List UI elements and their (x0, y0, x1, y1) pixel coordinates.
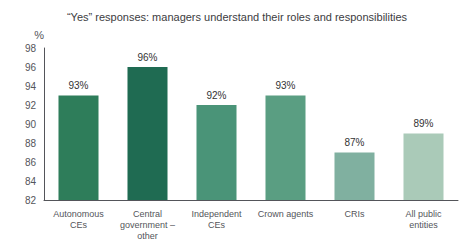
svg-text:other: other (137, 231, 158, 241)
svg-text:All public: All public (405, 209, 442, 219)
svg-text:%: % (34, 29, 44, 41)
svg-text:96%: 96% (137, 52, 157, 63)
svg-text:98: 98 (25, 43, 37, 54)
svg-text:“Yes” responses: managers unde: “Yes” responses: managers understand the… (67, 11, 408, 23)
svg-text:92: 92 (25, 100, 37, 111)
svg-text:94: 94 (25, 81, 37, 92)
svg-text:86: 86 (25, 157, 37, 168)
svg-text:89%: 89% (413, 118, 433, 129)
svg-text:Central: Central (133, 209, 162, 219)
svg-text:96: 96 (25, 62, 37, 73)
svg-text:87%: 87% (344, 137, 364, 148)
svg-text:84: 84 (25, 176, 37, 187)
svg-text:93%: 93% (275, 80, 295, 91)
svg-text:entities: entities (409, 220, 438, 230)
svg-text:93%: 93% (68, 80, 88, 91)
svg-text:CEs: CEs (208, 220, 226, 230)
svg-text:82: 82 (25, 195, 37, 206)
svg-text:CRIs: CRIs (345, 209, 365, 219)
svg-text:CEs: CEs (70, 220, 88, 230)
svg-text:88: 88 (25, 138, 37, 149)
svg-text:Crown agents: Crown agents (258, 209, 314, 219)
svg-text:Independent: Independent (191, 209, 242, 219)
svg-text:government –: government – (120, 220, 175, 230)
svg-text:90: 90 (25, 119, 37, 130)
svg-text:Autonomous: Autonomous (53, 209, 104, 219)
svg-text:92%: 92% (206, 90, 226, 101)
